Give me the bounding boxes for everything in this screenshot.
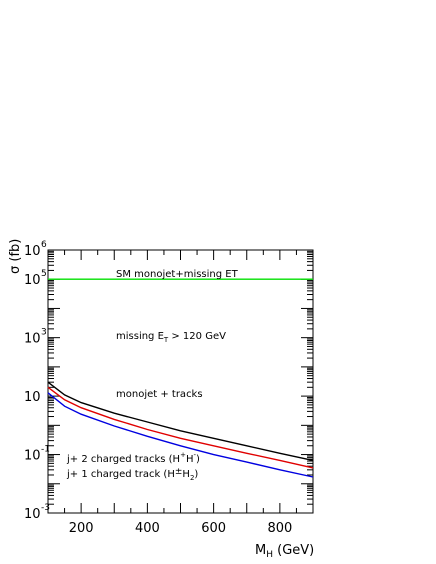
y-axis-label: σ (fb) [8,239,23,274]
y-tick-exponent: 6 [41,240,47,250]
series-line-1 [47,381,314,462]
y-tick-label: 10 [24,273,41,288]
x-tick-label: 800 [267,521,292,536]
y-tick-label: 10 [24,449,41,464]
axis-ticks [48,250,313,513]
annotation-one-charged-track: j+ 1 charged track (H±H2) [66,467,198,482]
x-tick-label: 400 [135,521,160,536]
y-tick-label: 10 [24,507,41,522]
annotation-sm-monojet: SM monojet+missing ET [116,269,239,280]
annotation-two-charged-tracks: j+ 2 charged tracks (H+H-) [66,451,200,465]
y-tick-exponent: 3 [41,328,47,338]
x-tick-label: 600 [201,521,226,536]
x-axis-label: MH (GeV) [255,543,314,560]
annotation-missing-et: missing ET > 120 GeV [116,331,226,344]
y-tick-label: 10 [24,332,41,347]
y-tick-label: 10 [24,244,41,259]
series-line-2 [47,386,314,469]
x-tick-label: 200 [69,521,94,536]
y-tick-exponent: 5 [41,269,47,279]
y-tick-exponent: -3 [41,503,50,513]
y-tick-label: 10 [24,390,41,405]
annotation-monojet-tracks: monojet + tracks [116,389,203,400]
series-line-3 [47,392,314,478]
y-tick-exponent: -1 [41,445,50,455]
series-layer [47,278,314,478]
